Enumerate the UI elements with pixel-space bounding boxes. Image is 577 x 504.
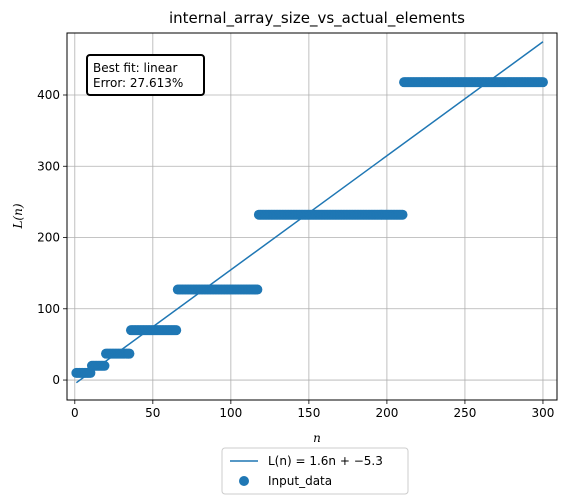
plot-frame xyxy=(66,32,558,401)
y-tick-label: 300 xyxy=(37,159,60,173)
x-tick-label: 250 xyxy=(453,406,476,420)
y-ticks: 0 100 200 300 400 xyxy=(37,88,67,387)
y-tick-label: 400 xyxy=(37,88,60,102)
data-point xyxy=(252,284,263,295)
legend-data-swatch xyxy=(239,476,249,486)
x-tick-label: 50 xyxy=(145,406,160,420)
chart-title: internal_array_size_vs_actual_elements xyxy=(169,9,465,28)
x-tick-label: 150 xyxy=(297,406,320,420)
legend: L(n) = 1.6n + −5.3 Input_data xyxy=(221,447,409,495)
data-point xyxy=(397,209,408,220)
legend-fit-label: L(n) = 1.6n + −5.3 xyxy=(268,454,383,468)
fit-line-group xyxy=(75,41,544,384)
data-point xyxy=(171,325,182,336)
data-points xyxy=(71,77,548,378)
fit-line xyxy=(75,41,544,384)
x-ticks: 0 50 100 150 200 250 300 xyxy=(71,400,554,420)
annotation-line-2: Error: 27.613% xyxy=(93,76,183,90)
annotation-frame xyxy=(86,54,205,96)
y-axis-label: L(n) xyxy=(11,203,25,229)
annotation-box: Best fit: linear Error: 27.613% xyxy=(86,54,205,96)
y-tick-label: 200 xyxy=(37,231,60,245)
legend-data-label: Input_data xyxy=(268,474,332,488)
x-axis-label: n xyxy=(313,431,321,445)
x-tick-label: 200 xyxy=(375,406,398,420)
x-tick-label: 300 xyxy=(532,406,555,420)
annotation-line-1: Best fit: linear xyxy=(93,61,178,75)
x-tick-label: 0 xyxy=(71,406,79,420)
x-tick-label: 100 xyxy=(219,406,242,420)
data-point xyxy=(124,348,135,359)
y-tick-label: 0 xyxy=(52,373,60,387)
legend-frame xyxy=(221,447,409,495)
y-tick-label: 100 xyxy=(37,302,60,316)
data-point xyxy=(537,77,548,88)
